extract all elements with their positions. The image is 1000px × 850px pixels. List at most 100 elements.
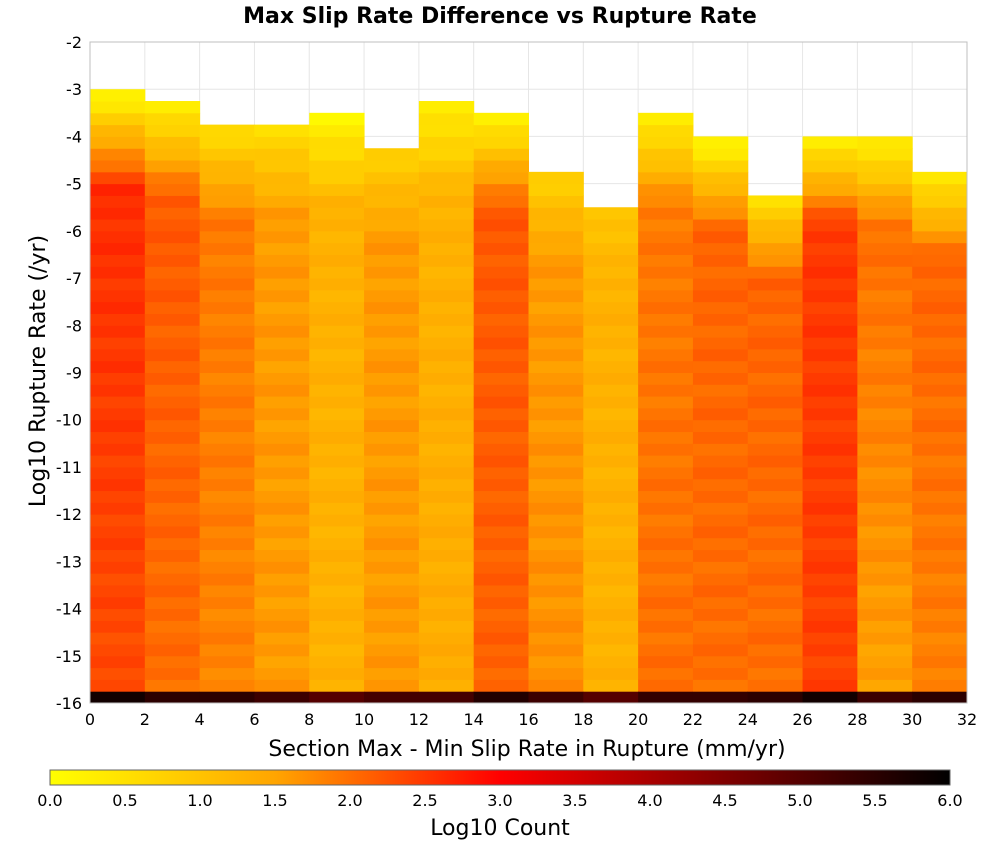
heatmap-cell [90, 337, 146, 350]
heatmap-cell [473, 667, 529, 680]
heatmap-cell [199, 313, 255, 326]
heatmap-cell [199, 266, 255, 279]
heatmap-cell [802, 419, 858, 433]
heatmap-cell [254, 608, 310, 621]
heatmap-cell [583, 691, 639, 704]
heatmap-cell [528, 325, 584, 338]
heatmap-cell [364, 183, 420, 196]
heatmap-cell [583, 596, 639, 610]
heatmap-cell [528, 561, 584, 574]
heatmap-cell [364, 643, 420, 657]
heatmap-cell [583, 278, 639, 291]
heatmap-cell [473, 171, 529, 185]
y-tick-label: -16 [56, 694, 82, 713]
heatmap-cell [364, 655, 420, 669]
heatmap-cell [692, 148, 749, 161]
heatmap-cell [144, 667, 201, 680]
heatmap-cell [418, 584, 475, 598]
y-tick-label: -5 [66, 175, 82, 194]
heatmap-cell [254, 490, 310, 503]
heatmap-cell [364, 301, 420, 314]
heatmap-cell [90, 632, 146, 645]
heatmap-cell [254, 466, 310, 480]
heatmap-cell [473, 643, 529, 657]
heatmap-cell [583, 655, 639, 669]
heatmap-cell [364, 325, 420, 338]
heatmap-cell [583, 573, 639, 586]
heatmap-cell [747, 667, 804, 680]
heatmap-cell [912, 679, 968, 692]
heatmap-cell [528, 419, 584, 433]
heatmap-cell [802, 396, 858, 409]
heatmap-cell [912, 360, 968, 373]
heatmap-cell [747, 242, 804, 255]
heatmap-cell [309, 384, 365, 397]
heatmap-cell [583, 301, 639, 314]
heatmap-cell [802, 266, 858, 279]
heatmap-cell [418, 596, 475, 610]
heatmap-cell [692, 384, 749, 397]
heatmap-cell [254, 230, 310, 244]
heatmap-cell [418, 655, 475, 669]
heatmap-cell [90, 372, 146, 385]
heatmap-cell [473, 289, 529, 303]
heatmap-cell [638, 490, 694, 503]
heatmap-cell [802, 478, 858, 492]
heatmap-cell [364, 384, 420, 397]
heatmap-cell [638, 596, 694, 610]
heatmap-cell [747, 632, 804, 645]
heatmap-cell [90, 360, 146, 373]
heatmap-cell [473, 514, 529, 527]
heatmap-cell [144, 183, 201, 196]
heatmap-cell [802, 301, 858, 314]
heatmap-cell [144, 242, 201, 255]
heatmap-cell [364, 443, 420, 456]
heatmap-cell [418, 478, 475, 492]
heatmap-cell [912, 407, 968, 421]
heatmap-cell [418, 266, 475, 279]
heatmap-cell [309, 443, 365, 456]
heatmap-cell [144, 289, 201, 303]
heatmap-cell [144, 407, 201, 421]
heatmap-cell [473, 160, 529, 173]
heatmap-cell [802, 691, 858, 704]
heatmap-cell [418, 101, 475, 114]
heatmap-cell [802, 466, 858, 480]
heatmap-cell [309, 207, 365, 220]
heatmap-cell [90, 514, 146, 527]
heatmap-cell [857, 537, 913, 551]
heatmap-cell [802, 525, 858, 539]
heatmap-cell [254, 219, 310, 232]
heatmap-cell [254, 632, 310, 645]
heatmap-cell [747, 396, 804, 409]
heatmap-cell [254, 584, 310, 598]
heatmap-cell [364, 160, 420, 173]
heatmap-cell [583, 348, 639, 362]
heatmap-cell [144, 466, 201, 480]
heatmap-cell [638, 655, 694, 669]
heatmap-cell [309, 289, 365, 303]
heatmap-cell [199, 289, 255, 303]
heatmap-cell [912, 325, 968, 338]
heatmap-cell [199, 301, 255, 314]
heatmap-cell [473, 584, 529, 598]
heatmap-cell [199, 254, 255, 267]
heatmap-cell [912, 667, 968, 680]
heatmap-cell [364, 608, 420, 621]
heatmap-cell [144, 396, 201, 409]
heatmap-cell [638, 584, 694, 598]
heatmap-cell [309, 584, 365, 598]
heatmap-cell [90, 136, 146, 149]
heatmap-cell [692, 537, 749, 551]
heatmap-cell [473, 549, 529, 562]
heatmap-cell [692, 431, 749, 444]
heatmap-cell [638, 337, 694, 350]
heatmap-cell [418, 384, 475, 397]
heatmap-cell [528, 466, 584, 480]
heatmap-cell [309, 514, 365, 527]
heatmap-cell [692, 266, 749, 279]
y-tick-label: -14 [56, 600, 82, 619]
heatmap-cell [747, 219, 804, 232]
heatmap-cell [747, 289, 804, 303]
heatmap-cell [364, 478, 420, 492]
